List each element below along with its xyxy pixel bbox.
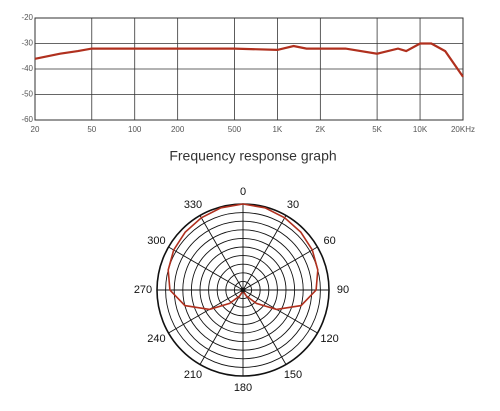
spoke xyxy=(242,289,287,365)
angle-label: 240 xyxy=(147,333,165,345)
y-tick-label: -60 xyxy=(21,115,33,124)
angle-label: 330 xyxy=(184,199,202,211)
x-tick-label: 200 xyxy=(171,125,185,134)
x-tick-label: 500 xyxy=(228,125,242,134)
angle-label: 300 xyxy=(147,235,165,247)
angle-label: 270 xyxy=(134,284,152,296)
spoke xyxy=(199,289,244,365)
center-dot xyxy=(240,287,246,293)
angle-label: 30 xyxy=(287,199,299,211)
response-line xyxy=(34,42,464,78)
spoke xyxy=(168,289,244,334)
angle-label: 180 xyxy=(234,382,252,394)
angle-label: 120 xyxy=(320,333,338,345)
x-tick-label: 5K xyxy=(372,125,382,134)
angle-label: 150 xyxy=(284,369,302,381)
x-tick-label: 50 xyxy=(87,125,96,134)
angle-label: 90 xyxy=(337,284,349,296)
y-tick-label: -50 xyxy=(21,90,33,99)
x-tick-label: 1K xyxy=(272,125,282,134)
x-tick-label: 2K xyxy=(315,125,325,134)
x-tick-label: 100 xyxy=(128,125,142,134)
spoke xyxy=(199,215,244,291)
y-tick-label: -20 xyxy=(21,13,33,22)
y-tick-label: -30 xyxy=(21,39,33,48)
y-tick-label: -40 xyxy=(21,64,33,73)
chart-title: Frequency response graph xyxy=(169,148,336,164)
angle-label: 60 xyxy=(323,235,335,247)
spoke xyxy=(242,289,318,334)
spoke xyxy=(242,215,287,291)
angle-label: 210 xyxy=(184,369,202,381)
angle-label: 0 xyxy=(240,186,246,198)
spoke xyxy=(168,246,244,291)
spoke xyxy=(242,246,318,291)
x-tick-label: 20 xyxy=(31,125,40,134)
x-tick-label: 10K xyxy=(413,125,428,134)
x-tick-label: 20KHz xyxy=(451,125,475,134)
